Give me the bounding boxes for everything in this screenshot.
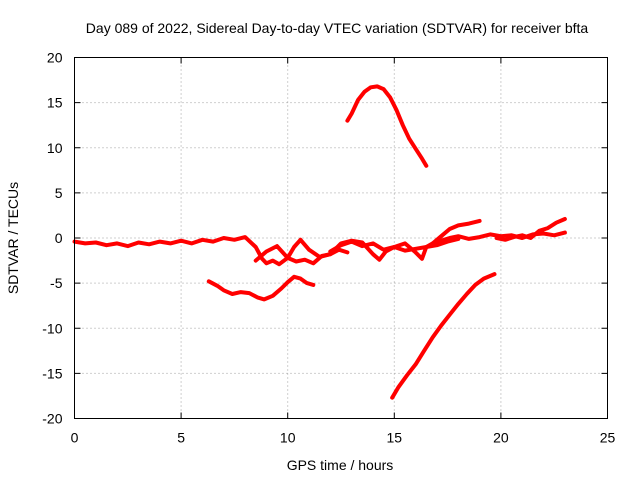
y-tick-label: 0	[55, 230, 63, 246]
x-tick-label: 20	[493, 430, 509, 446]
axis-ticks: 0 5 10 15 20 25 -20 -15 -10 -5 0 5 10 15 20	[42, 50, 615, 446]
y-tick-label: 15	[47, 95, 63, 111]
x-tick-label: 15	[387, 430, 403, 446]
series-line-arc-7	[345, 84, 429, 168]
y-tick-label: -15	[42, 365, 62, 381]
y-tick-label: 5	[55, 185, 63, 201]
y-tick-label: -5	[50, 275, 63, 291]
x-tick-label: 0	[71, 430, 79, 446]
chart-title: Day 089 of 2022, Sidereal Day-to-day VTE…	[86, 20, 589, 36]
series-line-arc-5	[494, 217, 567, 242]
series-line-arc-6	[206, 274, 316, 302]
series-line-arc-2	[253, 236, 461, 263]
x-tick-label: 10	[280, 430, 296, 446]
y-tick-label: 10	[47, 140, 63, 156]
y-tick-label: -10	[42, 320, 62, 336]
y-tick-label: -20	[42, 411, 62, 427]
series-line-arc-8	[390, 272, 497, 400]
series-line-arc-3	[328, 230, 567, 261]
x-axis-label: GPS time / hours	[287, 457, 394, 473]
y-axis-label: SDTVAR / TECUs	[5, 182, 21, 294]
x-tick-label: 25	[600, 430, 616, 446]
x-tick-label: 5	[177, 430, 185, 446]
series-line-arc-4	[430, 218, 482, 246]
series-line-arc-1	[72, 235, 350, 267]
data-series	[72, 84, 567, 400]
y-tick-label: 20	[47, 50, 63, 66]
